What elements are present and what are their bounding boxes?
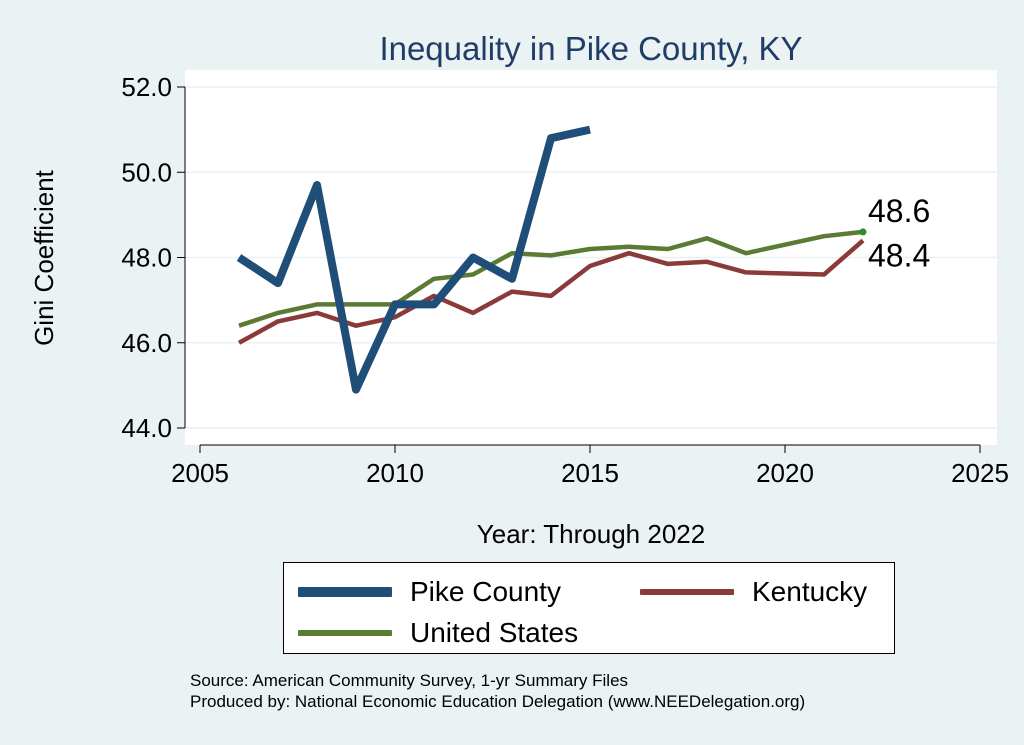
- legend-label-kentucky: Kentucky: [752, 576, 868, 607]
- legend-swatch-united-states: [298, 630, 392, 636]
- legend-swatch-pike-county: [298, 587, 392, 597]
- x-tick-label: 2005: [171, 458, 229, 488]
- y-tick-label: 44.0: [121, 413, 172, 443]
- y-tick-label: 50.0: [121, 157, 172, 187]
- x-tick-label: 2020: [756, 458, 814, 488]
- legend-item-united-states: United States: [298, 617, 578, 649]
- y-tick-label: 48.0: [121, 243, 172, 273]
- legend-item-pike-county: Pike County: [298, 576, 561, 608]
- x-tick-label: 2010: [366, 458, 424, 488]
- producer-note: Produced by: National Economic Education…: [190, 692, 806, 711]
- legend-label-pike-county: Pike County: [410, 576, 561, 607]
- chart-title: Inequality in Pike County, KY: [379, 30, 802, 67]
- legend-item-kentucky: Kentucky: [640, 576, 867, 608]
- annotation-label: 48.6: [868, 193, 930, 229]
- y-tick-label: 52.0: [121, 72, 172, 102]
- y-tick-label: 46.0: [121, 328, 172, 358]
- x-tick-label: 2025: [951, 458, 1009, 488]
- annotation-label: 48.4: [868, 237, 930, 273]
- legend-label-united-states: United States: [410, 617, 579, 648]
- footer: Source: American Community Survey, 1-yr …: [190, 670, 805, 712]
- source-note: Source: American Community Survey, 1-yr …: [190, 671, 629, 690]
- legend: Pike County Kentucky United States: [283, 562, 895, 654]
- series-line-kentucky: [237, 238, 865, 345]
- series-line-pike-county: [236, 125, 591, 394]
- legend-swatch-kentucky: [640, 589, 734, 595]
- y-axis-title: Gini Coefficient: [29, 169, 59, 346]
- x-axis-title: Year: Through 2022: [477, 519, 705, 549]
- endpoint-marker: [859, 228, 867, 236]
- x-tick-label: 2015: [561, 458, 619, 488]
